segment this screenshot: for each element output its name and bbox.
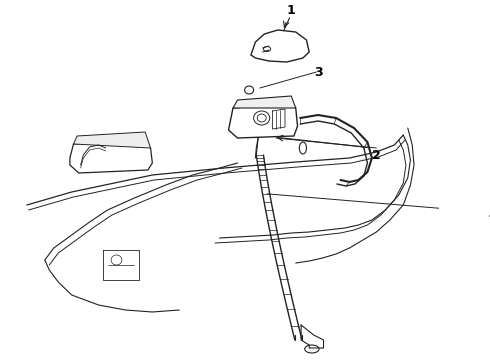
Text: 1: 1 — [287, 4, 295, 17]
Polygon shape — [228, 104, 297, 138]
Text: 4: 4 — [489, 208, 490, 221]
Polygon shape — [74, 132, 150, 148]
Ellipse shape — [254, 111, 270, 125]
Ellipse shape — [299, 142, 306, 154]
Ellipse shape — [257, 114, 266, 122]
Text: 2: 2 — [372, 149, 381, 162]
Ellipse shape — [305, 345, 319, 353]
Polygon shape — [233, 96, 296, 108]
Polygon shape — [251, 30, 309, 62]
Text: 3: 3 — [314, 66, 322, 78]
Polygon shape — [70, 140, 152, 173]
Ellipse shape — [111, 255, 122, 265]
Ellipse shape — [245, 86, 254, 94]
Ellipse shape — [264, 46, 270, 51]
